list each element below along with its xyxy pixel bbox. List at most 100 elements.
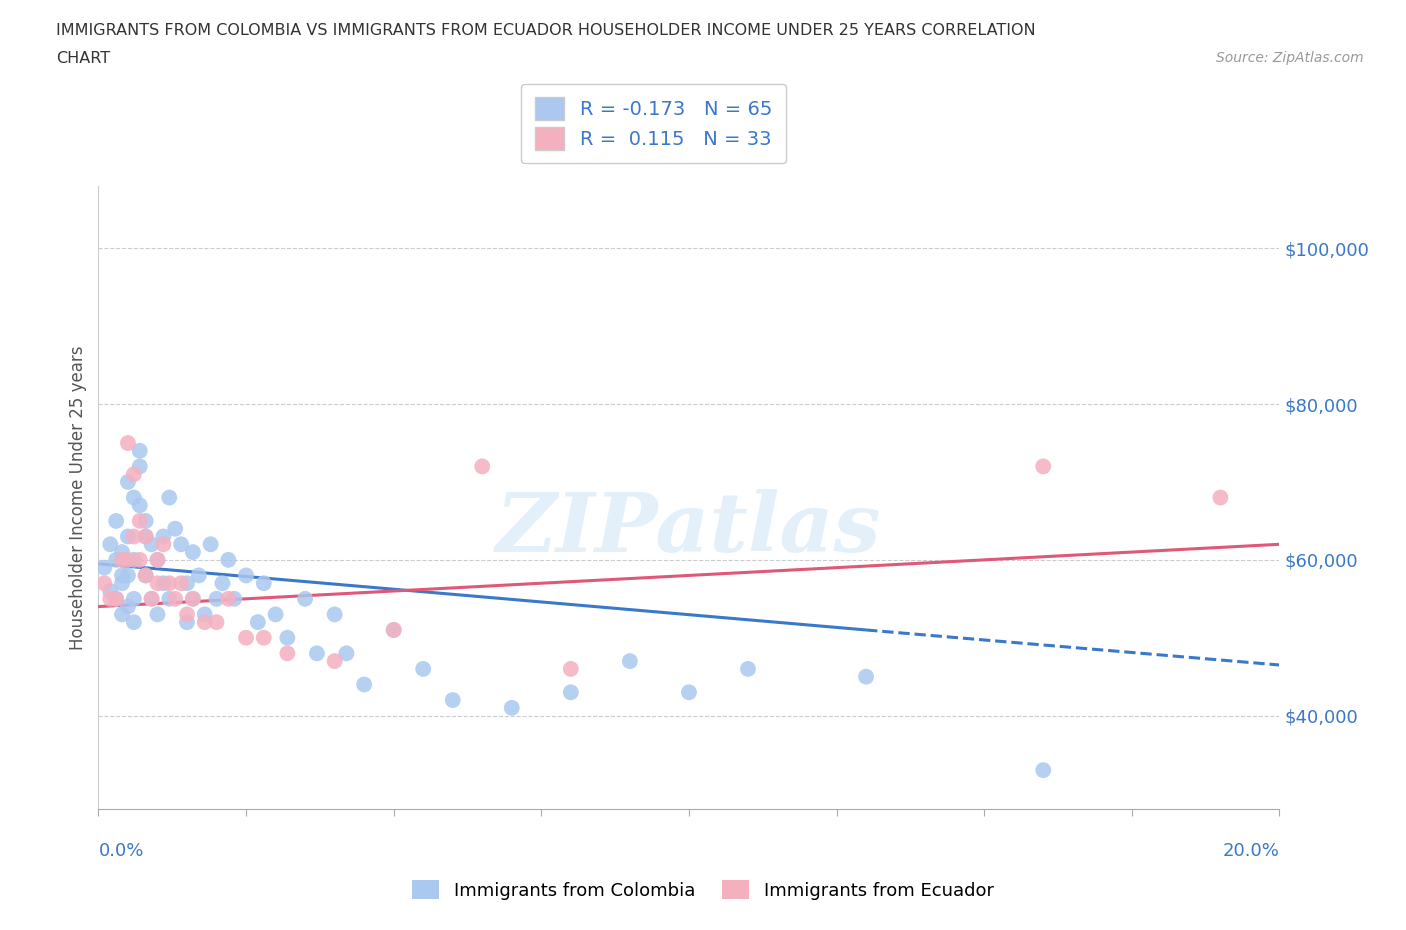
Text: IMMIGRANTS FROM COLOMBIA VS IMMIGRANTS FROM ECUADOR HOUSEHOLDER INCOME UNDER 25 : IMMIGRANTS FROM COLOMBIA VS IMMIGRANTS F… xyxy=(56,23,1036,38)
Point xyxy=(141,591,163,606)
Point xyxy=(194,607,217,622)
Point xyxy=(235,568,257,583)
Point xyxy=(105,513,128,528)
Point xyxy=(501,700,523,715)
Point xyxy=(122,615,145,630)
Legend: R = -0.173   N = 65, R =  0.115   N = 33: R = -0.173 N = 65, R = 0.115 N = 33 xyxy=(522,84,786,164)
Point xyxy=(122,467,145,482)
Point xyxy=(146,552,169,567)
Point xyxy=(135,568,157,583)
Point xyxy=(105,591,128,606)
Point xyxy=(111,607,134,622)
Legend: Immigrants from Colombia, Immigrants from Ecuador: Immigrants from Colombia, Immigrants fro… xyxy=(405,873,1001,907)
Point xyxy=(157,576,180,591)
Point xyxy=(111,576,134,591)
Point xyxy=(152,576,174,591)
Point xyxy=(135,513,157,528)
Point xyxy=(111,568,134,583)
Point xyxy=(855,670,877,684)
Point xyxy=(135,529,157,544)
Point xyxy=(235,631,257,645)
Point xyxy=(253,576,276,591)
Text: 0.0%: 0.0% xyxy=(98,842,143,859)
Point xyxy=(146,576,169,591)
Point xyxy=(141,591,163,606)
Point xyxy=(170,576,193,591)
Y-axis label: Householder Income Under 25 years: Householder Income Under 25 years xyxy=(69,345,87,650)
Point xyxy=(294,591,316,606)
Point xyxy=(135,529,157,544)
Point xyxy=(128,552,150,567)
Text: CHART: CHART xyxy=(56,51,110,66)
Point xyxy=(217,591,239,606)
Point xyxy=(205,615,228,630)
Point xyxy=(165,521,187,536)
Point xyxy=(98,584,121,599)
Point xyxy=(246,615,269,630)
Point xyxy=(276,645,298,660)
Point xyxy=(471,458,494,473)
Point xyxy=(105,591,128,606)
Point xyxy=(128,513,150,528)
Point xyxy=(187,568,209,583)
Point xyxy=(117,552,139,567)
Text: Source: ZipAtlas.com: Source: ZipAtlas.com xyxy=(1216,51,1364,65)
Point xyxy=(122,591,145,606)
Point xyxy=(200,537,222,551)
Point xyxy=(224,591,246,606)
Point xyxy=(205,591,228,606)
Point xyxy=(560,661,582,676)
Point xyxy=(122,490,145,505)
Point xyxy=(152,537,174,551)
Point xyxy=(176,576,198,591)
Point xyxy=(111,552,134,567)
Point xyxy=(181,591,204,606)
Point xyxy=(560,684,582,699)
Point xyxy=(737,661,759,676)
Point xyxy=(157,591,180,606)
Point xyxy=(93,560,115,575)
Point xyxy=(128,498,150,512)
Point xyxy=(412,661,434,676)
Point xyxy=(335,645,357,660)
Point xyxy=(117,474,139,489)
Point xyxy=(117,435,139,450)
Point xyxy=(111,545,134,560)
Point xyxy=(93,576,115,591)
Point xyxy=(253,631,276,645)
Point xyxy=(122,552,145,567)
Point xyxy=(117,568,139,583)
Point xyxy=(117,599,139,614)
Point xyxy=(128,458,150,473)
Point xyxy=(117,529,139,544)
Point xyxy=(264,607,287,622)
Point xyxy=(122,529,145,544)
Point xyxy=(211,576,233,591)
Point xyxy=(135,568,157,583)
Point xyxy=(146,552,169,567)
Text: 20.0%: 20.0% xyxy=(1223,842,1279,859)
Point xyxy=(98,537,121,551)
Point xyxy=(1032,763,1054,777)
Point xyxy=(305,645,328,660)
Point xyxy=(382,622,405,637)
Point xyxy=(146,607,169,622)
Point xyxy=(441,693,464,708)
Point xyxy=(678,684,700,699)
Point xyxy=(128,444,150,458)
Point xyxy=(181,545,204,560)
Text: ZIPatlas: ZIPatlas xyxy=(496,488,882,569)
Point xyxy=(619,654,641,669)
Point xyxy=(165,591,187,606)
Point xyxy=(170,537,193,551)
Point xyxy=(194,615,217,630)
Point xyxy=(323,654,346,669)
Point xyxy=(176,607,198,622)
Point xyxy=(217,552,239,567)
Point xyxy=(353,677,375,692)
Point xyxy=(141,537,163,551)
Point xyxy=(181,591,204,606)
Point xyxy=(176,615,198,630)
Point xyxy=(276,631,298,645)
Point xyxy=(105,552,128,567)
